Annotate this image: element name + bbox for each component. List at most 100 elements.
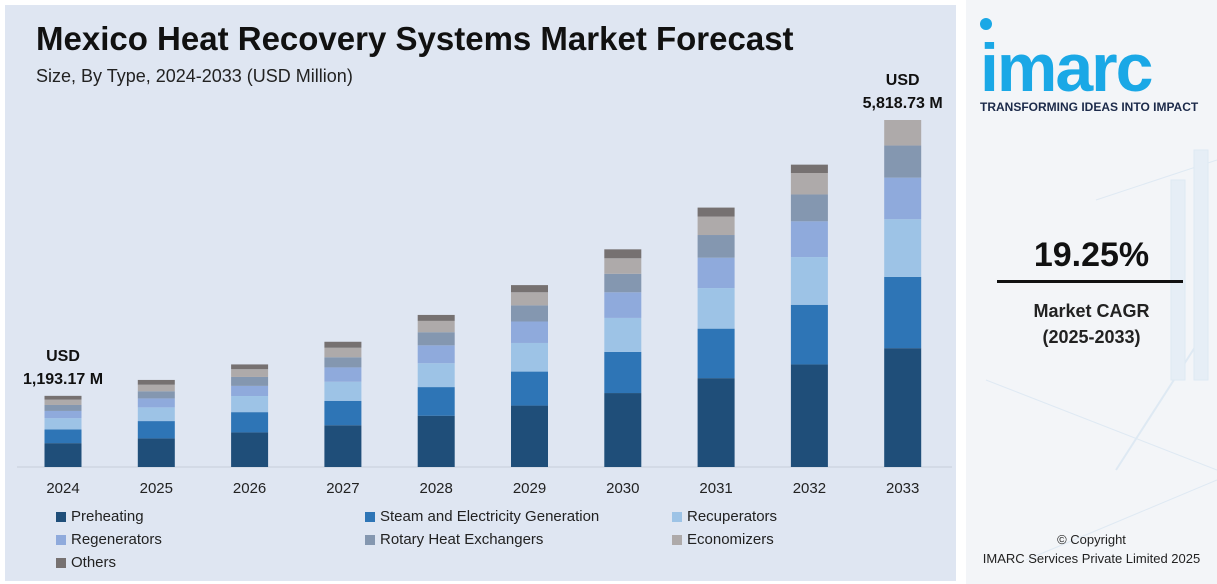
legend-label: Others	[71, 554, 117, 571]
bar-segment-2027-5	[324, 357, 362, 368]
bar-segment-2030-4	[604, 292, 642, 318]
logo-dot-icon	[980, 18, 992, 30]
legend-item: Preheating	[56, 508, 144, 525]
bar-segment-2033-4	[884, 177, 922, 220]
bar-segment-2027-6	[324, 347, 362, 358]
bar-segment-2028-5	[417, 332, 455, 346]
cagr-label-line1: Market CAGR	[1033, 301, 1150, 321]
bar-segment-2033-1	[884, 348, 922, 467]
bar-segment-2030-7	[604, 249, 642, 259]
bar-segment-2031-1	[697, 378, 735, 467]
legend-item: Others	[56, 554, 116, 571]
bar-segment-2024-5	[44, 404, 82, 411]
x-tick-label: 2031	[699, 480, 732, 497]
bar-segment-2029-3	[511, 342, 548, 372]
bar-segment-2026-5	[231, 376, 269, 386]
copyright: © Copyright IMARC Services Private Limit…	[966, 530, 1217, 568]
bar-segment-2028-3	[417, 363, 455, 388]
copyright-line1: © Copyright	[1057, 532, 1126, 547]
bar-segment-2024-7	[44, 395, 82, 400]
chart-legend: Preheating Steam and Electricity Generati…	[56, 508, 926, 578]
bar-segment-2025-2	[137, 421, 175, 439]
legend-swatch	[56, 557, 66, 568]
bar-segment-2026-3	[231, 396, 269, 413]
bar-segment-2032-4	[790, 221, 828, 258]
bar-segment-2027-1	[324, 425, 362, 467]
bar-segment-2029-6	[511, 292, 548, 306]
imarc-logo: imarc	[980, 30, 1153, 106]
bar-segment-2033-6	[884, 120, 922, 146]
legend-label: Steam and Electricity Generation	[380, 508, 600, 525]
logo-tagline: TRANSFORMING IDEAS INTO IMPACT	[980, 100, 1199, 114]
x-tick-label: 2032	[793, 480, 826, 497]
bar-segment-2027-7	[324, 341, 362, 348]
bar-segment-2025-4	[137, 398, 175, 408]
bar-segment-2033-3	[884, 219, 922, 277]
bar-segment-2027-2	[324, 400, 362, 426]
x-tick-label: 2028	[420, 480, 453, 497]
legend-swatch	[56, 511, 66, 522]
bar-segment-2024-6	[44, 399, 82, 405]
bar-segment-2031-3	[697, 288, 735, 329]
legend-item: Rotary Heat Exchangers	[365, 531, 543, 548]
legend-item: Economizers	[672, 531, 774, 548]
bar-segment-2025-7	[137, 379, 175, 385]
bar-segment-2031-7	[697, 207, 735, 217]
bar-segment-2025-6	[137, 384, 175, 392]
x-tick-label: 2027	[326, 480, 359, 497]
legend-item: Regenerators	[56, 531, 162, 548]
bar-segment-2028-4	[417, 345, 455, 364]
legend-label: Regenerators	[71, 531, 162, 548]
annotation-last-line1: USD	[886, 72, 920, 89]
bar-segment-2031-2	[697, 328, 735, 379]
annotation-first-line2: 1,193.17 M	[23, 371, 103, 388]
annotation-first-line1: USD	[46, 348, 80, 365]
bar-segment-2026-2	[231, 412, 269, 433]
annotation-last-line2: 5,818.73 M	[863, 95, 943, 112]
cagr-label-line2: (2025-2033)	[1042, 327, 1141, 347]
bar-segment-2026-7	[231, 364, 269, 370]
bar-segment-2030-5	[604, 273, 642, 293]
x-tick-label: 2030	[606, 480, 639, 497]
bar-segment-2033-5	[884, 145, 922, 178]
cagr-value: 19.25%	[1033, 236, 1150, 274]
bar-segment-2029-2	[511, 371, 548, 406]
bar-segment-2032-2	[790, 304, 828, 365]
bar-segment-2030-1	[604, 393, 642, 467]
bar-segment-2024-4	[44, 410, 82, 419]
legend-swatch	[672, 511, 682, 522]
bar-segment-2031-5	[697, 235, 735, 258]
chart-title: Mexico Heat Recovery Systems Market Fore…	[36, 20, 794, 57]
bar-segment-2031-4	[697, 257, 735, 289]
bar-segment-2030-6	[604, 258, 642, 274]
x-tick-label: 2024	[46, 480, 79, 497]
bar-segment-2033-2	[884, 276, 922, 349]
legend-swatch	[365, 511, 375, 522]
bar-segment-2025-3	[137, 407, 175, 422]
bar-segment-2032-7	[790, 164, 828, 173]
x-tick-label: 2025	[140, 480, 173, 497]
bar-segment-2029-4	[511, 321, 548, 343]
bar-segment-2029-7	[511, 285, 548, 293]
legend-item: Recuperators	[672, 508, 777, 525]
bar-segment-2027-3	[324, 381, 362, 401]
x-tick-label: 2029	[513, 480, 546, 497]
bar-segment-2031-6	[697, 216, 735, 236]
bar-segment-2026-4	[231, 385, 269, 397]
x-tick-label: 2033	[886, 480, 919, 497]
cagr-label: Market CAGR (2025-2033)	[966, 298, 1217, 350]
bar-segment-2024-2	[44, 429, 82, 444]
bar-segment-2032-1	[790, 364, 828, 467]
bar-segment-2032-5	[790, 194, 828, 222]
bar-segment-2028-6	[417, 320, 455, 333]
legend-label: Economizers	[687, 531, 774, 548]
bar-segment-2030-3	[604, 317, 642, 352]
bar-segment-2030-2	[604, 351, 642, 394]
legend-swatch	[56, 534, 66, 545]
legend-item: Steam and Electricity Generation	[365, 508, 599, 525]
legend-swatch	[672, 534, 682, 545]
bar-segment-2028-7	[417, 314, 455, 321]
bar-segment-2026-6	[231, 369, 269, 377]
bar-segment-2028-2	[417, 387, 455, 416]
bar-segment-2026-1	[231, 432, 269, 467]
